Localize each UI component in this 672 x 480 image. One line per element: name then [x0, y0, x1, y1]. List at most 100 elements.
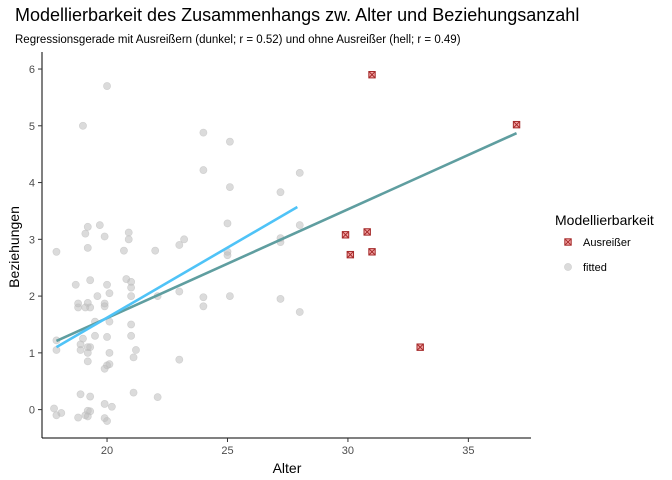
fitted-point — [86, 276, 95, 285]
fitted-point — [107, 402, 116, 411]
y-axis-title: Beziehungen — [6, 206, 22, 288]
x-tick-label: 25 — [221, 445, 233, 457]
fitted-point — [175, 287, 184, 296]
legend-label-fitted: fitted — [583, 262, 607, 274]
legend-label-outlier: Ausreißer — [583, 237, 631, 249]
x-axis-title: Alter — [273, 460, 302, 476]
fitted-point — [132, 346, 140, 354]
outlier-point — [512, 120, 521, 129]
fitted-point — [295, 221, 304, 230]
fitted-point — [105, 360, 114, 369]
y-tick-label: 1 — [29, 348, 35, 360]
fitted-point — [223, 251, 232, 260]
fitted-point — [103, 280, 111, 289]
outlier-point — [341, 231, 350, 239]
outlier-cross — [416, 343, 424, 351]
fitted-point — [124, 228, 133, 237]
fitted-point — [127, 331, 136, 340]
fitted-point — [103, 333, 111, 341]
fitted-point — [52, 411, 61, 420]
x-tick-label: 35 — [462, 445, 474, 457]
fitted-point — [71, 280, 80, 289]
fitted-point — [199, 302, 208, 311]
outlier-point — [416, 343, 424, 351]
fitted-point — [199, 293, 208, 302]
y-tick-label: 4 — [29, 178, 35, 190]
fitted-point — [295, 308, 304, 316]
legend-title: Modellierbarkeit — [555, 212, 654, 228]
fitted-point — [105, 348, 114, 357]
fitted-point — [225, 183, 234, 191]
fitted-point — [52, 346, 61, 354]
fitted-point — [83, 222, 92, 231]
fitted-point — [86, 303, 95, 312]
fitted-point — [52, 247, 61, 256]
fitted-point — [74, 303, 83, 312]
legend-outlier-marker — [564, 238, 572, 246]
fitted-point — [81, 229, 90, 238]
fitted-point — [83, 243, 92, 252]
fitted-point — [86, 392, 95, 401]
fitted-point — [79, 121, 87, 130]
y-tick-label: 3 — [29, 234, 35, 246]
fitted-point — [295, 169, 304, 177]
outlier-point — [346, 250, 355, 259]
fitted-point — [76, 346, 85, 354]
chart-subtitle: Regressionsgerade mit Ausreißern (dunkel… — [15, 34, 461, 46]
fitted-point — [100, 364, 109, 373]
x-tick-label: 20 — [101, 445, 113, 457]
fitted-point — [180, 235, 189, 244]
fitted-point — [175, 241, 184, 249]
y-tick-label: 2 — [29, 291, 35, 303]
fitted-point — [129, 388, 138, 397]
outlier-cross — [368, 71, 376, 79]
fitted-point — [151, 246, 160, 255]
outlier-point — [363, 228, 371, 236]
fitted-point — [127, 320, 136, 329]
legend-key-fitted — [564, 263, 572, 271]
outlier-cross — [564, 238, 572, 246]
fitted-point — [120, 246, 128, 255]
outlier-point — [368, 71, 376, 79]
legend-key-outlier — [564, 238, 572, 246]
outliers-layer — [341, 71, 521, 351]
fitted-point — [225, 137, 234, 146]
x-tick-label: 30 — [342, 445, 354, 457]
y-tick-label: 5 — [29, 121, 35, 133]
fitted-point — [127, 283, 136, 292]
regression-line-with-outliers — [55, 131, 518, 343]
fitted-point — [105, 289, 114, 298]
fitted-point — [129, 353, 138, 362]
fitted-point — [103, 417, 111, 425]
fitted-point — [199, 166, 208, 174]
points-layer — [50, 82, 304, 425]
y-tick-label: 0 — [29, 405, 35, 417]
outlier-point — [368, 248, 376, 256]
ticks-layer: 20 25 30 35 0 1 2 3 4 5 6 — [29, 64, 475, 457]
fitted-point — [276, 295, 285, 303]
fitted-point — [93, 292, 102, 300]
fitted-point — [103, 82, 111, 90]
outlier-cross — [346, 251, 354, 259]
fitted-point — [175, 355, 184, 364]
fitted-point — [95, 221, 104, 230]
fitted-point — [223, 219, 232, 228]
fitted-point — [127, 292, 136, 300]
y-tick-label: 6 — [29, 64, 35, 76]
fitted-point — [276, 188, 285, 197]
outlier-cross — [363, 228, 371, 236]
fitted-point — [100, 400, 109, 408]
fitted-point — [74, 413, 83, 422]
fitted-point — [100, 302, 109, 311]
fitted-point — [100, 232, 109, 241]
outlier-cross — [512, 121, 521, 129]
fitted-point — [91, 331, 99, 340]
legend-fitted-marker — [564, 263, 572, 271]
fitted-point — [50, 404, 58, 413]
outlier-cross — [341, 231, 350, 239]
legend: Modellierbarkeit Ausreißer fitted — [555, 212, 654, 274]
fitted-point — [225, 292, 234, 300]
fitted-point — [83, 357, 92, 366]
fitted-point — [76, 390, 85, 399]
